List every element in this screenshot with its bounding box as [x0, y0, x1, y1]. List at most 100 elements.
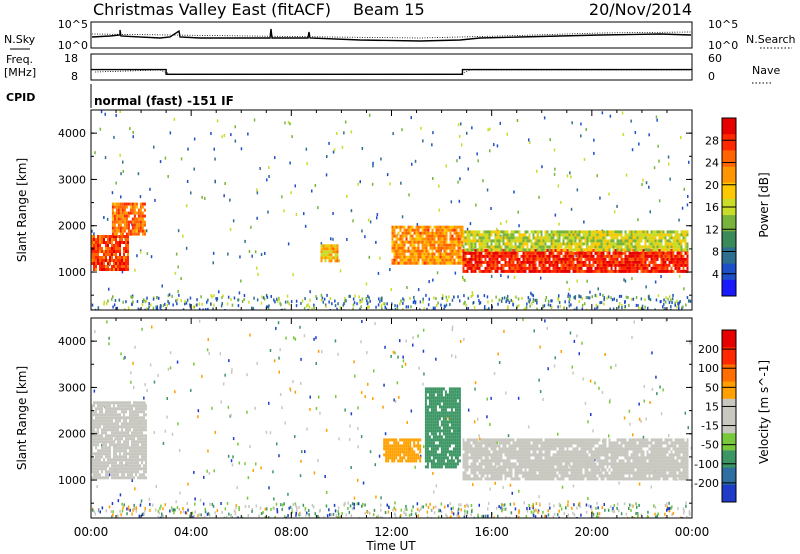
echo-cell [674, 260, 677, 264]
echo-cell [119, 446, 121, 450]
scatter-cell [630, 508, 632, 512]
echo-cell [105, 461, 107, 465]
scatter-cell [517, 297, 520, 301]
scatter-cell [578, 352, 580, 356]
echo-cell [127, 458, 129, 462]
scatter-cell [648, 297, 650, 301]
echo-cell [504, 242, 507, 246]
scatter-cell [202, 502, 205, 506]
echo-cell [656, 239, 659, 243]
scatter-cell [572, 371, 574, 375]
echo-cell [500, 269, 503, 273]
echo-cell [93, 253, 95, 256]
echo-cell [403, 258, 406, 262]
echo-cell [484, 248, 487, 252]
echo-cell [131, 407, 133, 411]
scatter-cell [685, 303, 687, 307]
scatter-cell [676, 478, 678, 481]
echo-cell [429, 237, 432, 241]
echo-cell [139, 464, 141, 468]
echo-cell [121, 220, 124, 224]
echo-cell [492, 230, 495, 234]
echo-cell [445, 234, 448, 238]
echo-cell [578, 233, 581, 237]
scatter-cell [618, 294, 621, 298]
echo-cell [411, 255, 414, 259]
echo-cell [411, 249, 414, 253]
echo-cell [334, 250, 337, 254]
echo-cell [449, 261, 452, 265]
scatter-cell [649, 298, 652, 302]
scatter-cell [405, 339, 407, 343]
echo-cell [520, 242, 523, 246]
echo-cell [425, 237, 428, 241]
echo-cell [397, 444, 400, 448]
echo-cell [95, 247, 97, 250]
echo-cell [419, 225, 422, 229]
scatter-cell [536, 169, 538, 173]
echo-cell [616, 257, 619, 261]
echo-cell [131, 455, 133, 459]
scatter-cell [460, 122, 462, 126]
scatter-cell [422, 349, 425, 353]
scatter-cell [487, 507, 489, 511]
echo-cell [129, 449, 131, 453]
echo-cell [564, 263, 567, 267]
scatter-cell [613, 297, 615, 301]
echo-cell [476, 230, 479, 234]
nave-label: Nave [752, 64, 780, 77]
echo-cell [620, 254, 623, 258]
echo-cell [113, 401, 115, 405]
echo-cell [646, 236, 649, 240]
scatter-cell [268, 166, 270, 170]
echo-cell [506, 269, 509, 273]
echo-cell [115, 455, 117, 459]
scatter-cell [328, 300, 330, 304]
echo-cell [105, 265, 107, 268]
echo-cell [107, 428, 109, 432]
echo-cell [530, 251, 533, 255]
echo-cell [686, 233, 689, 237]
echo-cell [574, 239, 577, 243]
echo-cell [648, 248, 651, 252]
echo-cell [660, 257, 663, 261]
echo-cell [622, 257, 625, 261]
echo-cell [405, 450, 408, 454]
echo-cell [441, 240, 444, 244]
echo-cell [99, 464, 101, 468]
scatter-cell [274, 156, 276, 160]
echo-cell [99, 476, 101, 480]
echo-cell [443, 261, 446, 265]
scatter-cell [231, 303, 234, 307]
echo-cell [125, 458, 127, 462]
scatter-cell [425, 293, 427, 297]
echo-cell [113, 434, 115, 438]
echo-cell [111, 437, 113, 441]
echo-cell [550, 245, 553, 249]
echo-cell [401, 234, 404, 238]
echo-cell [145, 428, 147, 432]
scatter-cell [646, 515, 649, 518]
echo-cell [680, 269, 683, 273]
scatter-cell [353, 360, 355, 364]
scatter-cell [416, 507, 419, 511]
echo-cell [135, 413, 137, 417]
echo-cell [125, 443, 127, 447]
scatter-cell [328, 141, 330, 145]
scatter-cell [113, 303, 116, 307]
echo-cell [129, 232, 132, 236]
scatter-cell [494, 481, 496, 485]
echo-cell [137, 229, 140, 233]
echo-cell [494, 233, 497, 237]
scatter-cell [180, 157, 183, 161]
scatter-cell [539, 390, 542, 394]
echo-cell [407, 438, 410, 442]
echo-cell [113, 410, 115, 414]
scatter-cell [445, 303, 448, 307]
scatter-cell [538, 495, 540, 499]
scatter-cell [182, 308, 185, 310]
echo-cell [125, 446, 127, 450]
echo-cell [133, 416, 135, 420]
echo-cell [103, 452, 105, 456]
echo-cell [419, 252, 422, 256]
